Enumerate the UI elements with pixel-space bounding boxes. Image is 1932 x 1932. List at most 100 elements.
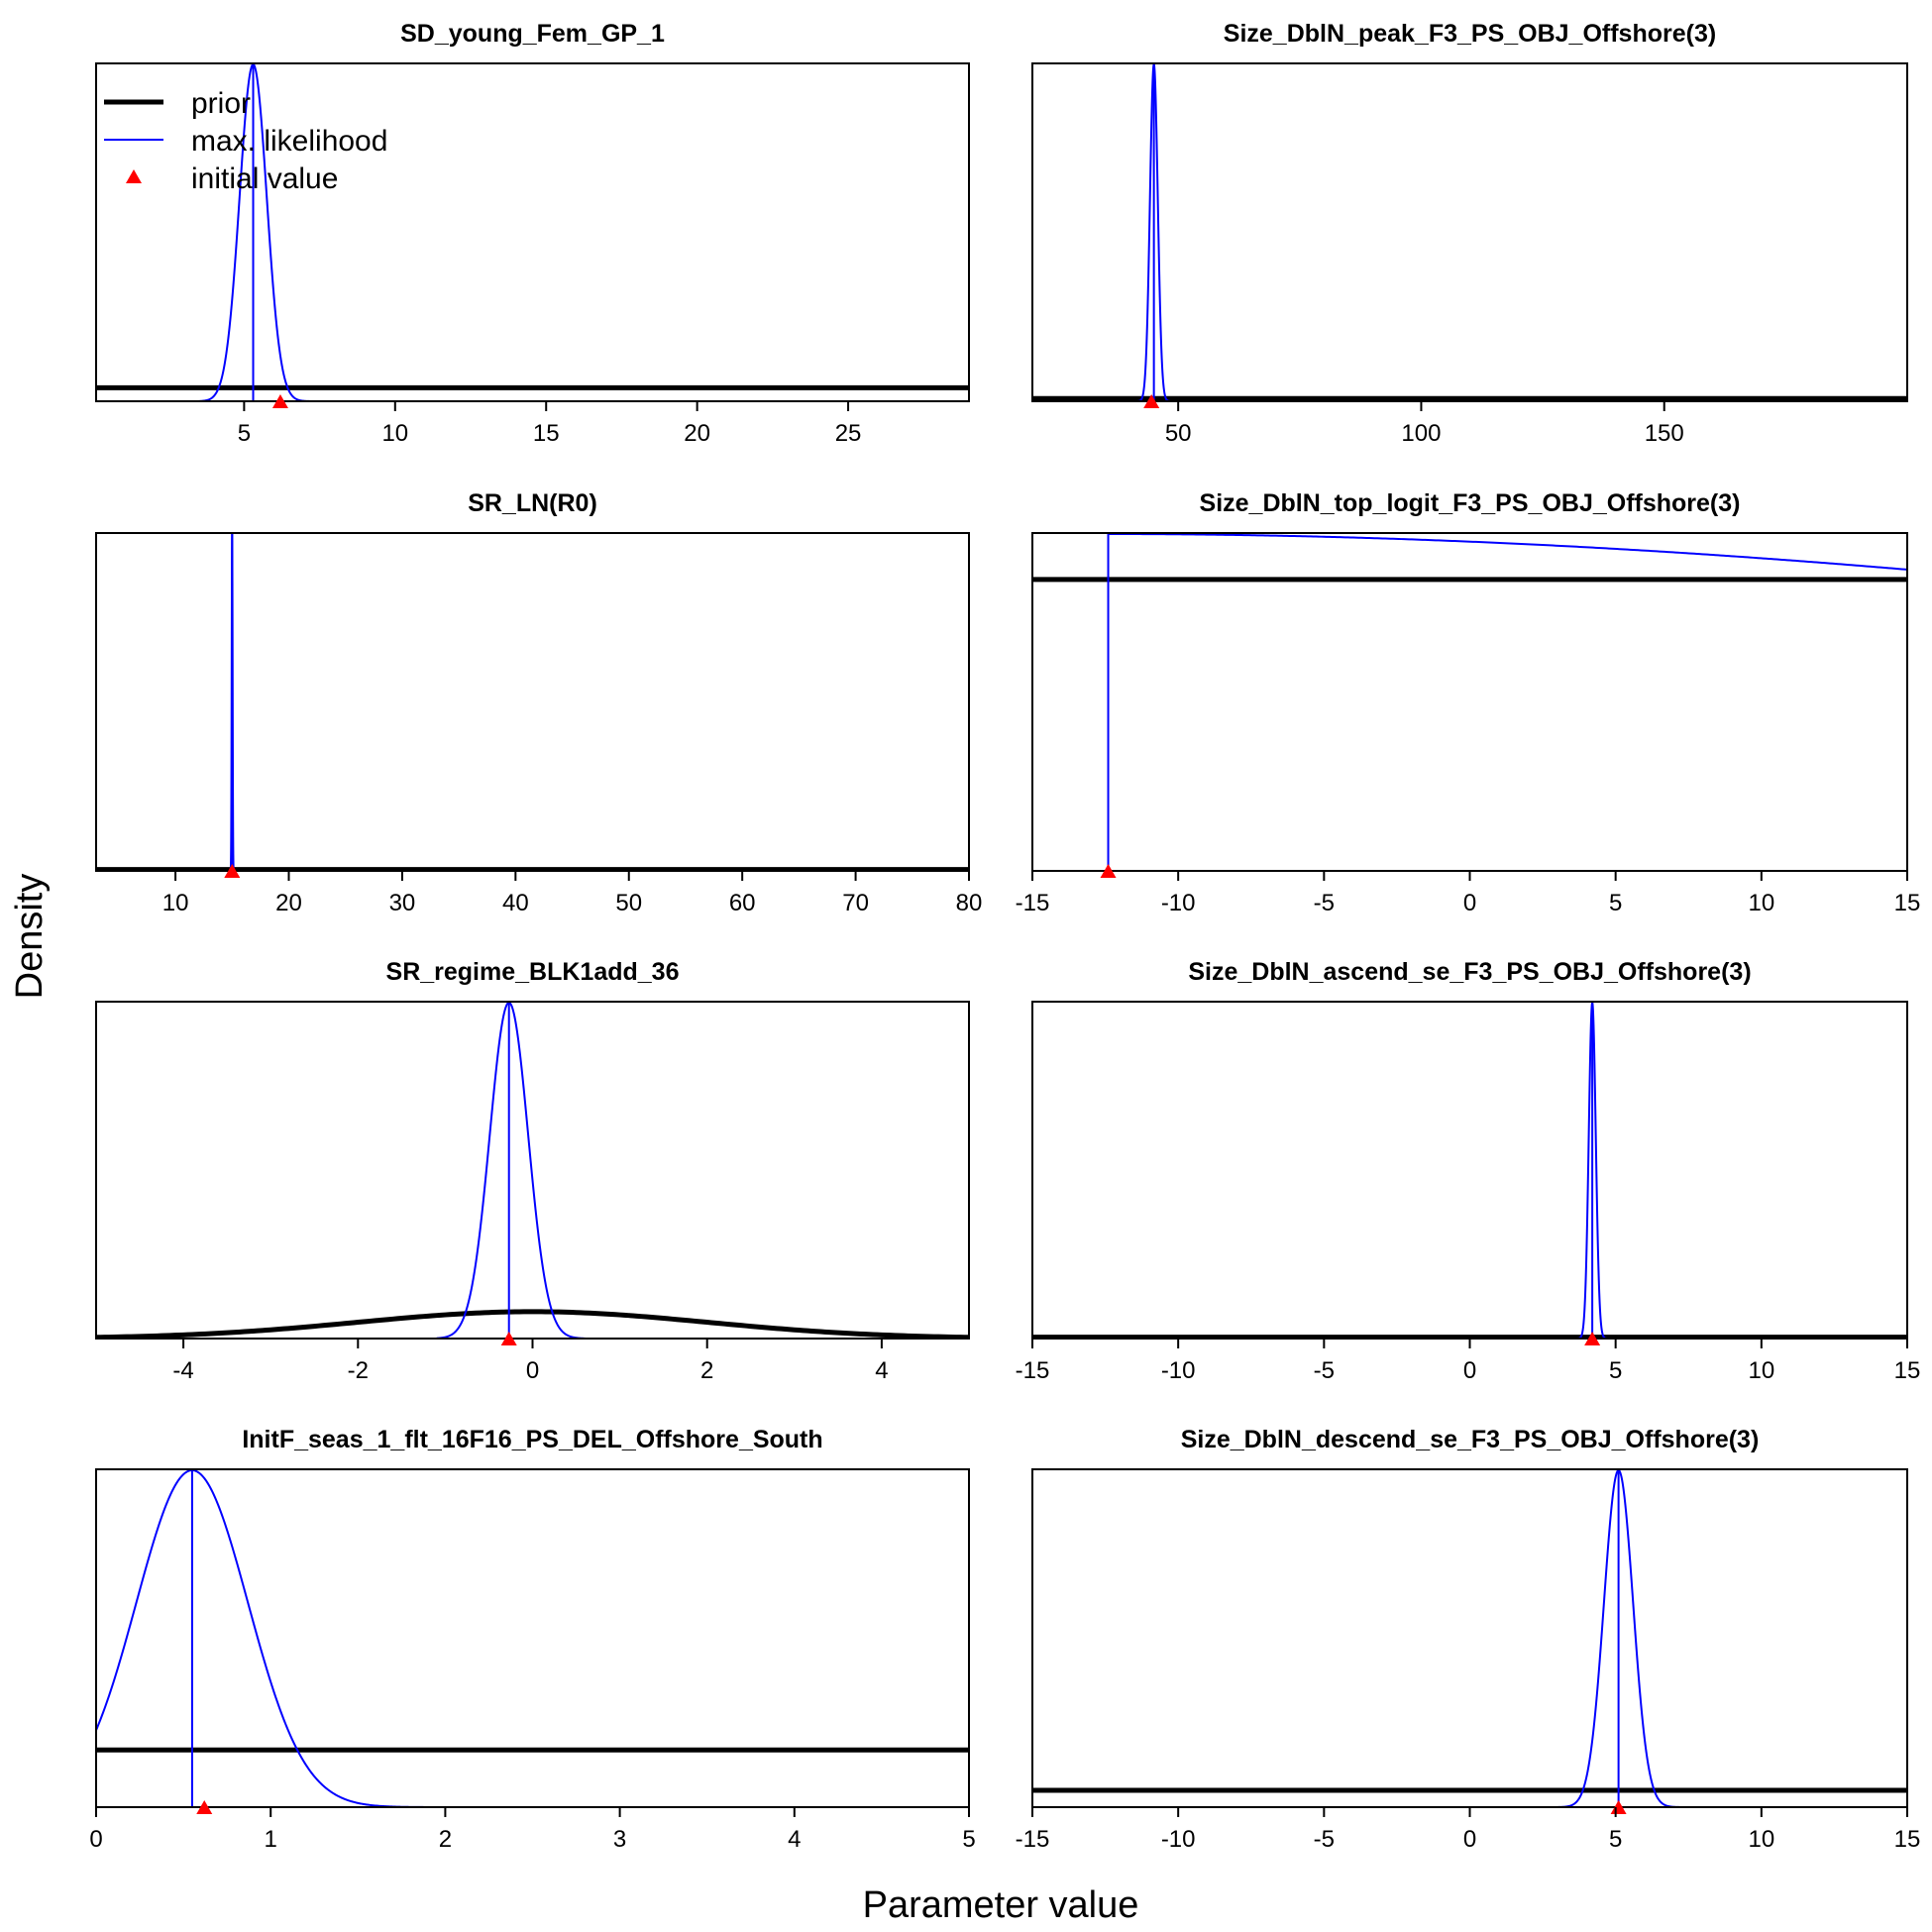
- x-tick-label: 60: [729, 890, 756, 916]
- likelihood-curve: [96, 1469, 446, 1807]
- x-tick-label: 15: [1894, 1357, 1921, 1384]
- x-tick-label: 10: [1748, 1357, 1774, 1384]
- panel-8: Size_DblN_descend_se_F3_PS_OBJ_Offshore(…: [1016, 1426, 1921, 1853]
- panel-4: Size_DblN_top_logit_F3_PS_OBJ_Offshore(3…: [1016, 489, 1921, 916]
- x-tick-label: -5: [1314, 890, 1335, 916]
- initial-value-marker: [1143, 394, 1160, 408]
- x-tick-label: 10: [381, 420, 408, 447]
- x-tick-label: -2: [348, 1357, 369, 1384]
- legend-label: max. likelihood: [191, 125, 387, 158]
- legend-item-initial-value: initial value: [126, 162, 338, 195]
- plot-area: [1032, 1469, 1907, 1807]
- x-tick-label: 0: [89, 1826, 102, 1853]
- x-tick-label: 20: [275, 890, 302, 916]
- x-tick-label: 0: [1463, 1826, 1476, 1853]
- panel-1: SD_young_Fem_GP_1 5 10 15 20 25: [95, 20, 970, 447]
- x-tick-label: 50: [1165, 420, 1192, 447]
- panel-title: SR_LN(R0): [468, 489, 597, 517]
- legend-swatch: [126, 169, 142, 183]
- x-axis: 10 20 30 40 50 60 70 80: [162, 871, 983, 916]
- panel-7: InitF_seas_1_flt_16F16_PS_DEL_Offshore_S…: [89, 1426, 975, 1853]
- y-axis-title: Density: [9, 874, 51, 1000]
- panels-group: SD_young_Fem_GP_15 10 15 20 25Size_DblN_peak…: [89, 20, 1920, 1853]
- panel-3: SR_LN(R0) 10 20 30 40 50 60 70 80: [95, 489, 983, 916]
- x-tick-label: 2: [700, 1357, 713, 1384]
- x-tick-label: 5: [962, 1826, 975, 1853]
- x-tick-label: -15: [1016, 1826, 1050, 1853]
- x-tick-label: 0: [526, 1357, 539, 1384]
- panel-title: Size_DblN_peak_F3_PS_OBJ_Offshore(3): [1224, 20, 1716, 48]
- x-axis: 0 1 2 3 4 5: [89, 1807, 976, 1853]
- x-tick-label: 25: [835, 420, 862, 447]
- legend-item-prior: prior: [104, 87, 251, 120]
- panel-frame: [1031, 62, 1908, 402]
- panel-frame: [95, 62, 970, 402]
- x-axis: 5 10 15 20 25: [238, 401, 862, 447]
- panel-frame: [1031, 532, 1908, 872]
- panel-title: Size_DblN_descend_se_F3_PS_OBJ_Offshore(…: [1181, 1426, 1760, 1453]
- plot-area: [1032, 533, 1907, 871]
- likelihood-curve: [198, 63, 320, 401]
- x-tick-label: 70: [842, 890, 869, 916]
- panel-2: Size_DblN_peak_F3_PS_OBJ_Offshore(3) 50 10…: [1031, 20, 1908, 447]
- x-axis-title: Parameter value: [863, 1884, 1139, 1926]
- x-tick-label: 10: [1748, 890, 1774, 916]
- x-tick-label: 15: [1894, 1826, 1921, 1853]
- plot-area: [1032, 63, 1907, 401]
- panel-title: SD_young_Fem_GP_1: [400, 20, 665, 48]
- x-tick-label: 150: [1645, 420, 1684, 447]
- initial-value-marker: [224, 864, 241, 878]
- legend-label: prior: [191, 87, 251, 120]
- x-tick-label: 4: [875, 1357, 888, 1384]
- likelihood-curve: [436, 1002, 586, 1339]
- x-axis: -15 -10 -5 0 5 10 15: [1016, 1339, 1921, 1384]
- x-tick-label: 30: [389, 890, 416, 916]
- panel-6: Size_DblN_ascend_se_F3_PS_OBJ_Offshore(3…: [1016, 958, 1921, 1384]
- plot-area: [96, 1469, 969, 1807]
- x-tick-label: 10: [1748, 1826, 1774, 1853]
- x-tick-label: -10: [1161, 1826, 1196, 1853]
- panel-title: SR_regime_BLK1add_36: [386, 958, 680, 986]
- legend: prior max. likelihood initial value: [104, 87, 387, 195]
- x-tick-label: 5: [1609, 1357, 1622, 1384]
- likelihood-curve: [1108, 533, 1907, 571]
- x-tick-label: -15: [1016, 1357, 1050, 1384]
- x-axis: -4 -2 0 2 4: [172, 1339, 889, 1384]
- x-tick-label: -4: [172, 1357, 193, 1384]
- x-tick-label: 50: [615, 890, 642, 916]
- panel-title: InitF_seas_1_flt_16F16_PS_DEL_Offshore_S…: [242, 1426, 822, 1453]
- x-tick-label: -10: [1161, 1357, 1196, 1384]
- x-tick-label: 0: [1463, 1357, 1476, 1384]
- panel-frame: [95, 1468, 970, 1808]
- x-tick-label: 1: [265, 1826, 277, 1853]
- x-axis: -15 -10 -5 0 5 10 15: [1016, 871, 1920, 916]
- x-tick-label: 3: [613, 1826, 626, 1853]
- x-tick-label: -15: [1016, 890, 1050, 916]
- x-tick-label: 80: [956, 890, 983, 916]
- x-tick-label: 40: [502, 890, 529, 916]
- x-axis: -15 -10 -5 0 5 10 15: [1016, 1807, 1921, 1853]
- panel-frame: [1031, 1001, 1908, 1340]
- x-tick-label: 15: [533, 420, 560, 447]
- plot-area: [1032, 1002, 1907, 1339]
- likelihood-curve: [1571, 1002, 1616, 1339]
- x-tick-label: -10: [1161, 890, 1196, 916]
- initial-value-marker: [500, 1332, 517, 1345]
- legend-item-max-likelihood: max. likelihood: [104, 125, 387, 158]
- initial-value-marker: [196, 1800, 213, 1814]
- initial-value-marker: [271, 394, 288, 408]
- x-tick-label: 4: [788, 1826, 801, 1853]
- x-tick-label: -5: [1314, 1357, 1335, 1384]
- x-tick-label: 5: [1609, 890, 1622, 916]
- legend-label: initial value: [191, 162, 338, 195]
- prior-line: [96, 1309, 969, 1339]
- panel-title: Size_DblN_ascend_se_F3_PS_OBJ_Offshore(3…: [1188, 958, 1751, 986]
- panel-title: Size_DblN_top_logit_F3_PS_OBJ_Offshore(3…: [1200, 489, 1741, 517]
- panel-frame: [95, 532, 970, 872]
- x-tick-label: 2: [439, 1826, 452, 1853]
- plot-area: [96, 533, 969, 871]
- x-tick-label: 20: [684, 420, 710, 447]
- initial-value-marker: [1610, 1800, 1627, 1814]
- initial-value-marker: [1584, 1332, 1601, 1345]
